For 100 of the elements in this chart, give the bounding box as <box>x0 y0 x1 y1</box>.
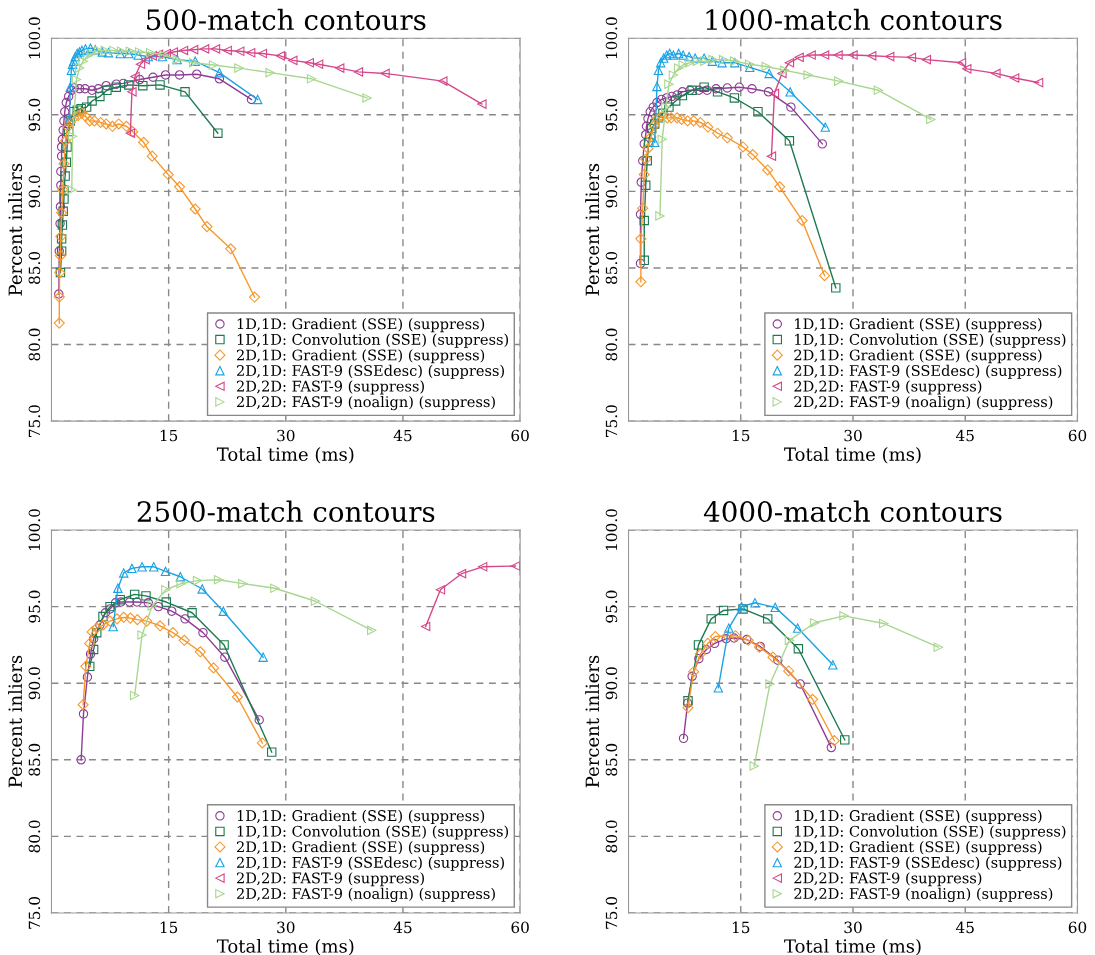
point <box>652 81 662 92</box>
point <box>91 622 103 634</box>
point <box>87 96 97 106</box>
point <box>477 562 488 572</box>
point <box>1009 73 1020 83</box>
legend-label: 2D,1D: Gradient (SSE) (suppress) <box>236 349 485 364</box>
point <box>510 561 521 571</box>
legend-label: 2D,2D: FAST-9 (noalign) (suppress) <box>794 887 1053 903</box>
point <box>644 137 654 148</box>
point <box>167 627 179 639</box>
point <box>77 699 89 711</box>
y-tick-label: 90.0 <box>605 667 618 700</box>
y-tick-label: 90.0 <box>28 667 41 700</box>
point <box>63 91 74 102</box>
y-tick-label: 100.0 <box>605 509 618 551</box>
point <box>639 139 649 149</box>
point <box>234 46 245 56</box>
point <box>188 44 199 55</box>
point <box>834 76 844 86</box>
point <box>80 660 92 672</box>
x-tick-label: 30 <box>277 429 295 442</box>
point <box>677 87 688 97</box>
point <box>694 648 706 660</box>
point <box>694 85 704 96</box>
point <box>74 84 85 94</box>
legend-label: 1D,1D: Convolution (SSE) (suppress) <box>795 825 1066 840</box>
point <box>933 642 944 652</box>
point <box>806 50 816 60</box>
chart-title: 500-match contours <box>147 8 426 31</box>
point <box>647 123 657 134</box>
point <box>53 291 65 303</box>
point <box>109 45 119 56</box>
point <box>334 63 345 73</box>
point <box>124 80 134 90</box>
point <box>784 57 795 68</box>
point <box>85 649 96 659</box>
point <box>153 601 164 612</box>
point <box>143 598 154 608</box>
point <box>59 194 69 204</box>
point <box>130 71 140 82</box>
y-tick-label: 80.0 <box>605 820 618 853</box>
legend-label: 2D,2D: FAST-9 (suppress) <box>236 380 424 395</box>
point <box>817 139 828 149</box>
y-axis-title: Percent inliers <box>585 655 600 788</box>
y-tick-label: 85.0 <box>28 251 41 284</box>
point <box>120 120 133 132</box>
point <box>688 115 700 127</box>
point <box>78 709 89 719</box>
point <box>840 735 850 745</box>
point <box>677 90 688 101</box>
point <box>866 51 877 61</box>
point <box>839 611 849 621</box>
point <box>162 168 174 181</box>
y-tick-label: 95.0 <box>28 98 41 131</box>
legend-label: 2D,2D: FAST-9 (suppress) <box>794 380 982 395</box>
point <box>135 59 146 69</box>
point <box>833 50 843 60</box>
point <box>304 57 314 68</box>
point <box>873 85 884 96</box>
point <box>770 602 780 613</box>
point <box>234 63 244 73</box>
y-tick-label: 80.0 <box>28 820 41 853</box>
point <box>81 102 92 112</box>
legend-label: 1D,1D: Gradient (SSE) (suppress) <box>237 318 485 333</box>
point <box>1033 77 1044 88</box>
y-tick-label: 80.0 <box>28 328 41 361</box>
point <box>664 79 674 89</box>
point <box>76 103 86 114</box>
point <box>641 180 651 190</box>
y-tick-label: 85.0 <box>605 743 618 776</box>
y-tick-label: 75.0 <box>605 405 618 437</box>
point <box>747 84 757 94</box>
point <box>724 623 734 633</box>
point <box>124 612 136 624</box>
x-tick-label: 60 <box>1068 921 1087 934</box>
point <box>673 48 684 59</box>
point <box>729 93 740 103</box>
point <box>926 114 936 125</box>
point <box>762 614 773 624</box>
point <box>667 91 677 102</box>
point <box>80 44 91 54</box>
point <box>642 142 654 155</box>
point <box>108 621 118 632</box>
point <box>684 51 694 62</box>
point <box>129 589 140 600</box>
legend-label: 2D,1D: Gradient (SSE) (suppress) <box>794 841 1042 856</box>
point <box>722 83 733 93</box>
point <box>672 90 682 100</box>
point <box>231 691 243 703</box>
chart-title: 2500-match contours <box>137 500 435 523</box>
x-axis-title: Total time (ms) <box>216 447 354 464</box>
point <box>67 131 78 141</box>
point <box>174 181 186 193</box>
point <box>59 135 72 147</box>
point <box>649 137 660 148</box>
point <box>66 65 77 76</box>
point <box>60 171 70 181</box>
point <box>167 606 177 616</box>
point <box>245 48 256 58</box>
point <box>641 121 652 132</box>
